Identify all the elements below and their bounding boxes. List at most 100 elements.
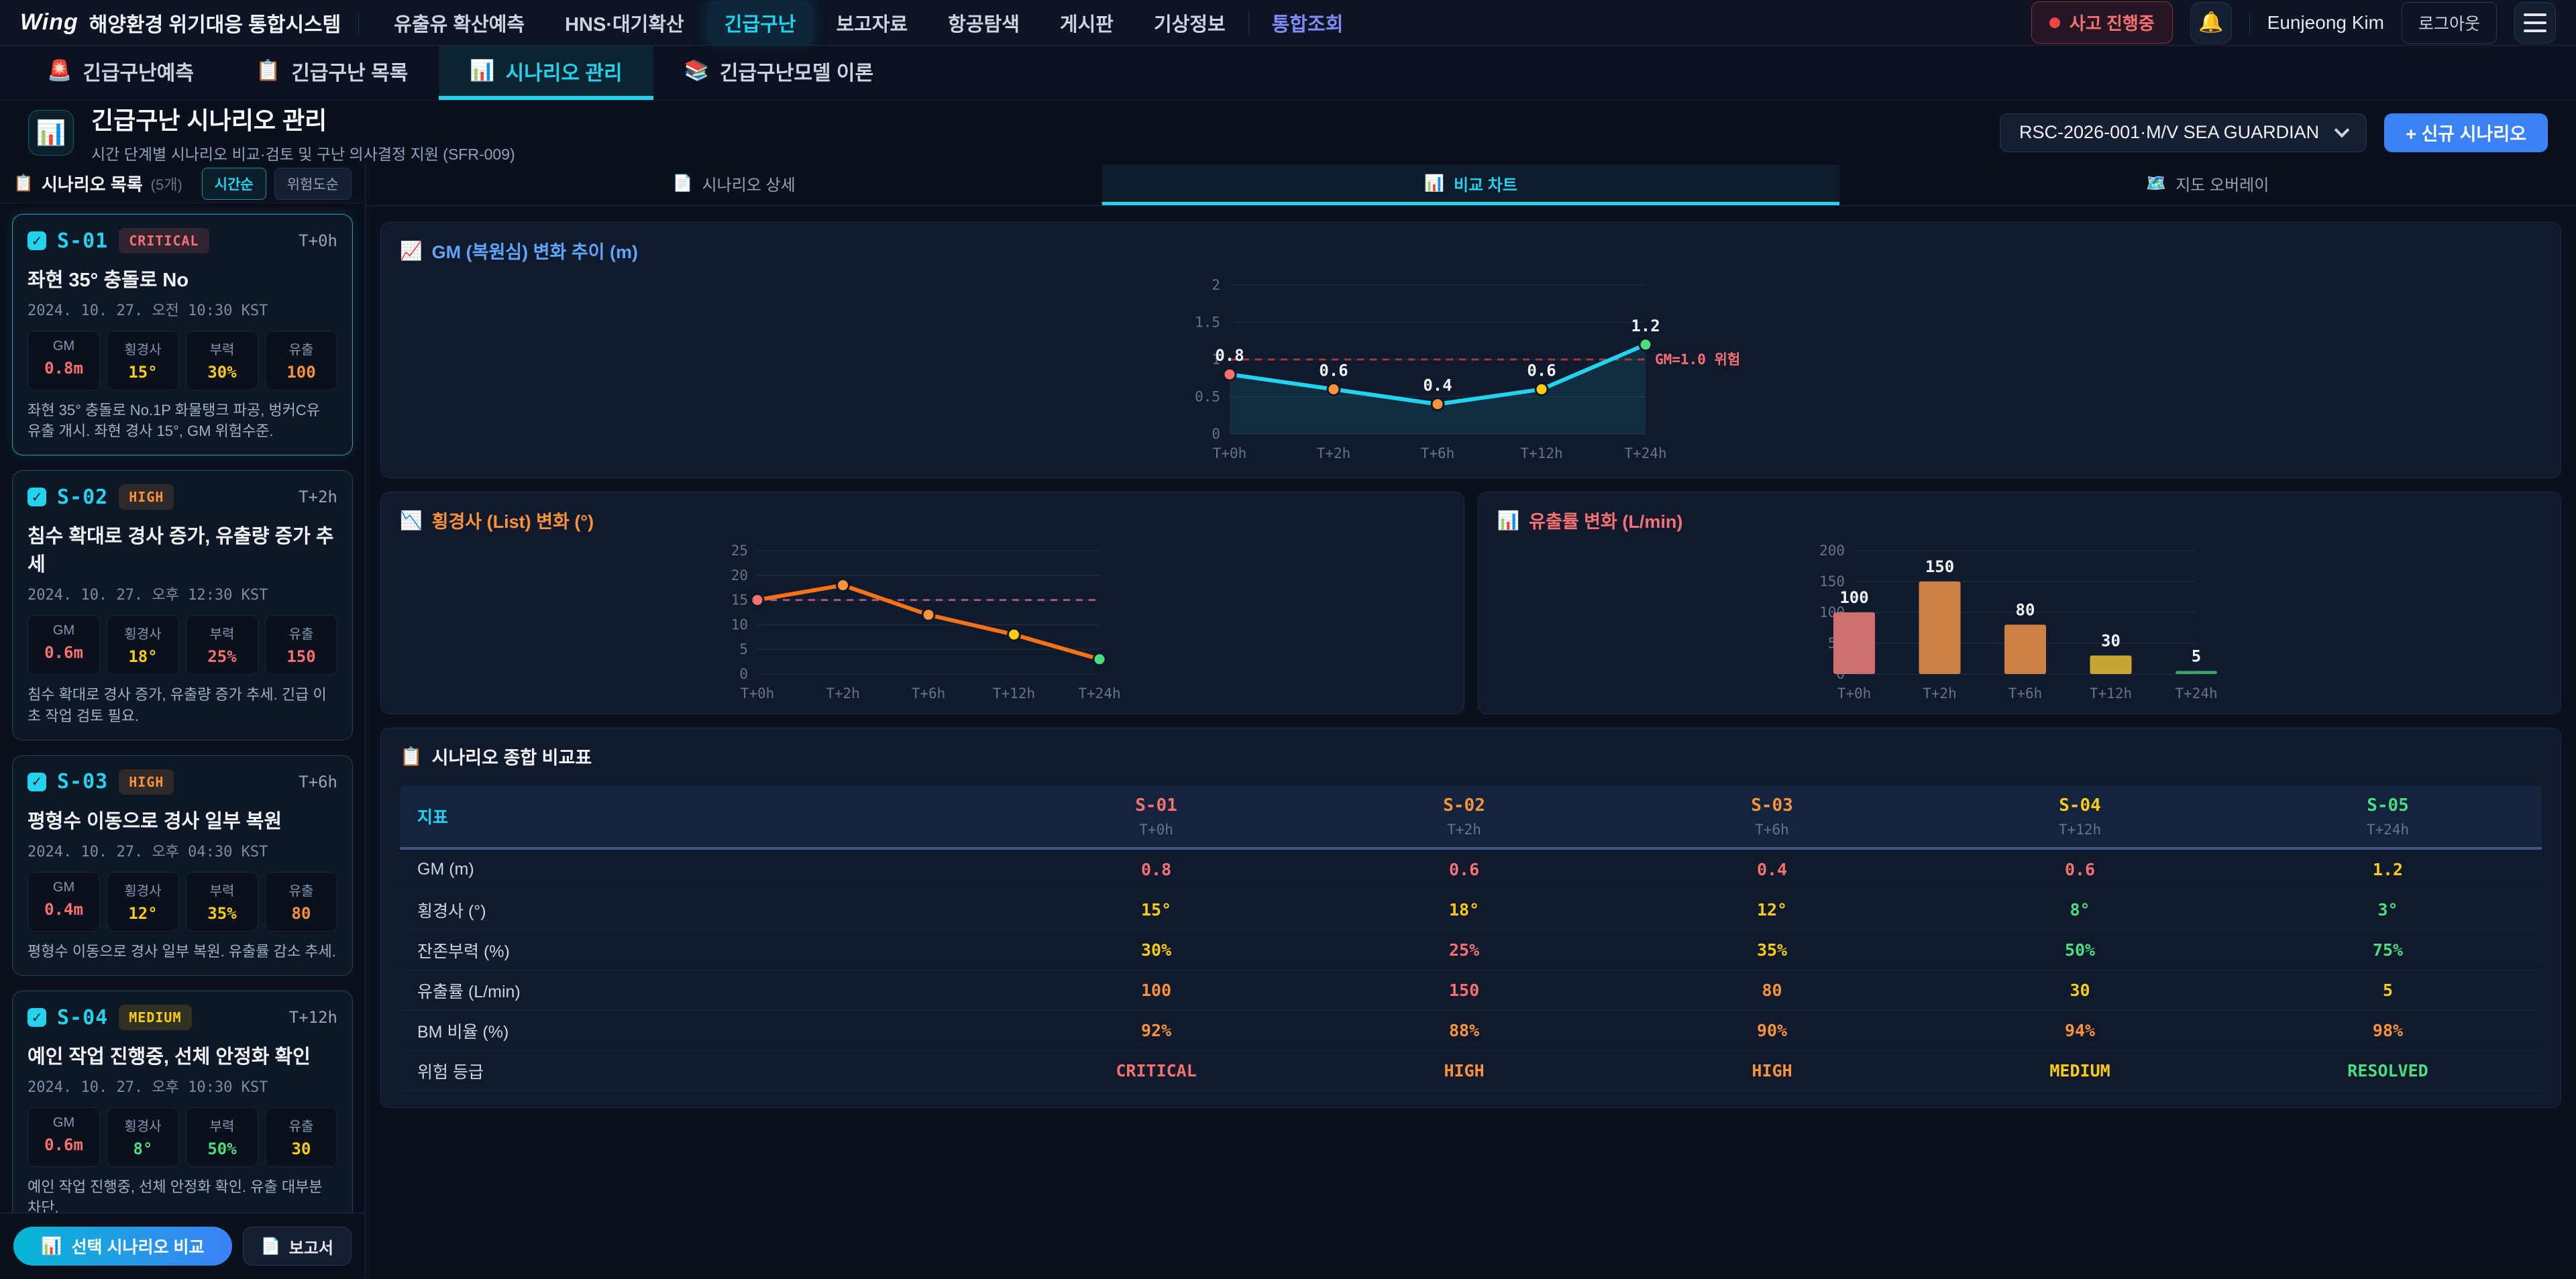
view-tab-label: 지도 오버레이: [2176, 176, 2269, 194]
row-value: 5: [2382, 981, 2394, 1000]
scenario-checkbox[interactable]: ✓: [28, 772, 46, 791]
stat-value: 15°: [128, 363, 158, 382]
svg-text:0.8: 0.8: [1215, 346, 1244, 365]
row-value: 25%: [1448, 940, 1480, 960]
scenario-stats: GM 0.6m 횡경사 18° 부력 25% 유출 150: [28, 615, 337, 675]
stat-유출: 유출 80: [265, 871, 337, 932]
subtab-label: 긴급구난모델 이론: [719, 62, 874, 85]
page-title-block: 긴급구난 시나리오 관리 시간 단계별 시나리오 비교·검토 및 구난 의사결정…: [91, 101, 515, 164]
row-value-cell: 0.4: [1618, 860, 1926, 879]
notifications-button[interactable]: 🔔: [2190, 1, 2232, 44]
row-value: 92%: [1140, 1021, 1172, 1040]
row-value: 30: [2070, 981, 2090, 1000]
row-value-cell: 50%: [1926, 940, 2234, 960]
nav-item-게시판[interactable]: 게시판: [1059, 13, 1114, 36]
svg-text:25: 25: [731, 543, 747, 559]
new-scenario-button[interactable]: + 신규 시나리오: [2384, 113, 2548, 152]
clipboard-icon: 📋: [13, 174, 34, 192]
view-tab-icon: 🗺️: [2146, 174, 2167, 192]
svg-text:80: 80: [2016, 600, 2035, 619]
scenario-datetime: 2024. 10. 27. 오전 10:30 KST: [28, 302, 268, 319]
scenario-checkbox[interactable]: ✓: [28, 231, 46, 250]
svg-text:5: 5: [739, 641, 748, 657]
row-value: 12°: [1756, 900, 1788, 920]
svg-text:T+6h: T+6h: [911, 685, 945, 702]
column-scenario-id: S-04: [2059, 795, 2101, 816]
nav-item-유출유 확산예측[interactable]: 유출유 확산예측: [394, 13, 525, 36]
scenario-stats: GM 0.8m 횡경사 15° 부력 30% 유출 100: [28, 331, 337, 390]
svg-text:0: 0: [739, 666, 748, 682]
menu-button[interactable]: [2514, 1, 2556, 44]
stat-유출: 유출 100: [265, 331, 337, 390]
nav-item-항공탐색[interactable]: 항공탐색: [948, 13, 1020, 36]
subtab-긴급구난예측[interactable]: 🚨 긴급구난예측: [16, 46, 225, 100]
divider: [1248, 9, 1249, 36]
compare-scenarios-label: 선택 시나리오 비교: [71, 1238, 205, 1257]
subtab-긴급구난 목록[interactable]: 📋 긴급구난 목록: [225, 46, 439, 100]
row-value: 3°: [2377, 900, 2398, 920]
column-time-offset: T+0h: [1139, 821, 1173, 838]
comparison-table: 지표 S-01 T+0h S-02 T+2h S-03 T+6h S-04 T+12h S-05 T…: [400, 785, 2542, 1091]
content-area: 📋 시나리오 목록 (5개) 시간순 위험도순 ✓ S-01 CRITICAL T+0…: [0, 164, 2576, 1279]
nav-item-기상정보[interactable]: 기상정보: [1153, 13, 1226, 36]
view-tab-시나리오 상세[interactable]: 📄 시나리오 상세: [366, 164, 1102, 205]
row-value: 0.8: [1140, 860, 1172, 879]
scenario-title: 평형수 이동으로 경사 일부 복원: [28, 810, 282, 832]
svg-text:T+2h: T+2h: [1316, 445, 1350, 461]
compare-scenarios-button[interactable]: 📊 선택 시나리오 비교: [13, 1227, 232, 1266]
sort-by-time-button[interactable]: 시간순: [201, 167, 266, 200]
gm-chart-title: 📈 GM (복원심) 변화 추이 (m): [381, 223, 2561, 268]
svg-text:1.5: 1.5: [1195, 315, 1220, 331]
logout-button[interactable]: 로그아웃: [2401, 1, 2497, 44]
incident-selector-dropdown[interactable]: RSC-2026-001·M/V SEA GUARDIAN: [2000, 113, 2367, 152]
metric-column-header: 지표: [417, 808, 449, 827]
row-value-cell: 90%: [1618, 1021, 1926, 1040]
comparison-table-title-row: 📋 시나리오 종합 비교표: [381, 728, 2561, 773]
row-value: 18°: [1448, 900, 1480, 920]
scenario-list-title: 시나리오 목록: [41, 174, 143, 194]
row-value-cell: 100: [1002, 981, 1310, 1000]
scenario-title: 예인 작업 진행중, 선체 안정화 확인: [28, 1046, 311, 1068]
stat-label: 부력: [209, 883, 235, 899]
report-button[interactable]: 📄 보고서: [242, 1227, 352, 1266]
row-value: 90%: [1756, 1021, 1788, 1040]
svg-text:150: 150: [1819, 573, 1845, 590]
scenario-card-S-01[interactable]: ✓ S-01 CRITICAL T+0h 좌현 35° 충돌로 No 2024. 10. …: [12, 214, 353, 456]
stat-label: 부력: [209, 343, 235, 357]
nav-item-통합조회[interactable]: 통합조회: [1271, 13, 1344, 36]
view-tab-지도 오버레이[interactable]: 🗺️ 지도 오버레이: [1839, 164, 2576, 205]
card-top-row: ✓ S-03 HIGH T+6h: [28, 769, 337, 795]
view-tab-비교 차트[interactable]: 📊 비교 차트: [1102, 164, 1839, 205]
scenario-checkbox[interactable]: ✓: [28, 1008, 46, 1027]
nav-item-긴급구난[interactable]: 긴급구난: [706, 0, 814, 45]
row-value-cell: 18°: [1310, 900, 1618, 920]
incident-badge-label: 사고 진행중: [2069, 13, 2155, 34]
risk-level-badge: CRITICAL: [119, 228, 209, 254]
scenario-checkbox[interactable]: ✓: [28, 488, 46, 507]
column-time-offset: T+2h: [1447, 821, 1481, 838]
scenario-column-header-S-01: S-01 T+0h: [1002, 795, 1310, 838]
svg-text:T+24h: T+24h: [1078, 685, 1120, 702]
stat-label: GM: [52, 339, 75, 353]
table-row-유출률 (L/min): 유출률 (L/min) 100 150 80 30 5: [400, 970, 2542, 1011]
comparison-table-header-row: 지표 S-01 T+0h S-02 T+2h S-03 T+6h S-04 T+12h S-05 T…: [400, 785, 2542, 850]
subtab-시나리오 관리[interactable]: 📊 시나리오 관리: [439, 46, 653, 100]
card-top-row: ✓ S-04 MEDIUM T+12h: [28, 1005, 337, 1031]
nav-item-HNS·대기확산[interactable]: HNS·대기확산: [565, 13, 684, 36]
nav-item-보고자료[interactable]: 보고자료: [836, 13, 908, 36]
scenario-card-S-04[interactable]: ✓ S-04 MEDIUM T+12h 예인 작업 진행중, 선체 안정화 확인 2024…: [12, 991, 353, 1213]
row-value: 0.6: [1448, 860, 1480, 879]
svg-text:T+6h: T+6h: [1420, 445, 1454, 461]
scenario-card-S-02[interactable]: ✓ S-02 HIGH T+2h 침수 확대로 경사 증가, 유출량 증가 추세 2024…: [12, 470, 353, 740]
scenario-stats: GM 0.4m 횡경사 12° 부력 35% 유출 80: [28, 871, 337, 932]
svg-text:T+24h: T+24h: [1624, 445, 1666, 461]
svg-text:2: 2: [1212, 277, 1220, 293]
subtab-긴급구난모델 이론[interactable]: 📚 긴급구난모델 이론: [653, 46, 905, 100]
comparison-table-panel: 📋 시나리오 종합 비교표 지표 S-01 T+0h S-02 T+2h S-03 T+6h…: [380, 728, 2561, 1108]
subtab-icon: 🚨: [47, 60, 72, 82]
sort-by-risk-button[interactable]: 위험도순: [274, 167, 352, 200]
svg-text:1.2: 1.2: [1631, 317, 1660, 335]
row-value-cell: 75%: [2234, 940, 2542, 960]
scenario-card-S-03[interactable]: ✓ S-03 HIGH T+6h 평형수 이동으로 경사 일부 복원 2024. 10. …: [12, 755, 353, 977]
svg-text:T+0h: T+0h: [1212, 445, 1246, 461]
